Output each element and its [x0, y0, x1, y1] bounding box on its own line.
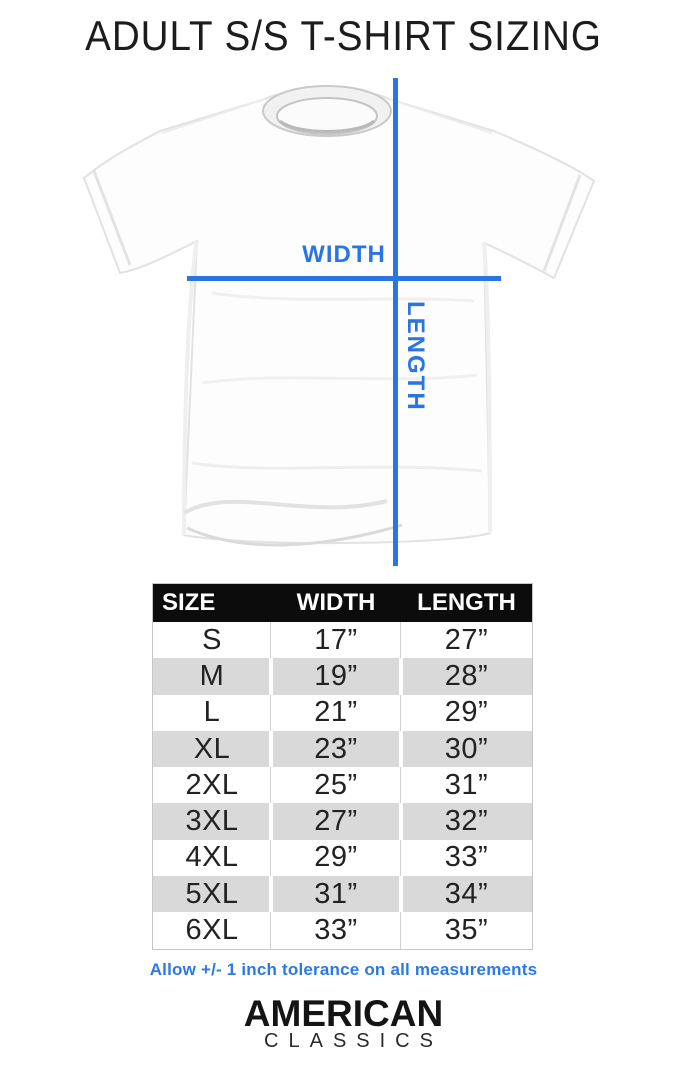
header-length: LENGTH	[417, 589, 516, 616]
tshirt-image	[83, 85, 595, 547]
width-cell: 29”	[271, 840, 401, 876]
width-measure-line	[187, 276, 501, 281]
width-cell: 21”	[271, 695, 401, 731]
brand-name-american: AMERICAN	[243, 993, 444, 1034]
size-cell: 2XL	[153, 767, 271, 803]
length-cell: 34”	[401, 876, 532, 913]
table-row: S 17” 27”	[153, 622, 532, 658]
size-cell: 3XL	[153, 803, 271, 840]
width-cell: 17”	[271, 622, 401, 658]
page-title: ADULT S/S T-SHIRT SIZING	[85, 12, 602, 59]
table-body: S 17” 27” M 19” 28” L 21” 29” XL 23” 30”…	[153, 622, 532, 949]
table-header-row: SIZE WIDTH LENGTH	[153, 584, 532, 622]
table-row: 2XL 25” 31”	[153, 767, 532, 803]
size-cell: M	[153, 658, 271, 695]
size-cell: 6XL	[153, 912, 271, 948]
length-measure-line	[393, 78, 398, 566]
length-cell: 29”	[444, 696, 489, 729]
size-cell: 4XL	[153, 840, 271, 876]
table-row: L 21” 29”	[153, 695, 532, 731]
length-cell: 30”	[401, 730, 532, 768]
size-cell: L	[153, 695, 271, 731]
table-row: 6XL 33” 35”	[153, 912, 532, 948]
header-width: WIDTH	[296, 589, 376, 616]
length-cell: 32”	[401, 803, 532, 840]
size-cell: 5XL	[153, 876, 271, 913]
width-cell: 25”	[271, 767, 401, 803]
brand-name-classics: CLASSICS	[264, 1030, 443, 1052]
table-row: XL 23” 30”	[153, 730, 532, 768]
width-cell: 23”	[271, 730, 401, 768]
width-cell: 19”	[271, 658, 401, 695]
length-cell: 28”	[401, 658, 532, 695]
tolerance-note: Allow +/- 1 inch tolerance on all measur…	[149, 960, 538, 979]
table-row: M 19” 28”	[153, 658, 532, 695]
size-cell: S	[153, 622, 271, 658]
width-cell: 31”	[271, 876, 401, 913]
width-label: WIDTH	[302, 241, 386, 268]
length-label: LENGTH	[402, 301, 429, 412]
size-cell: XL	[153, 730, 271, 768]
header-size: SIZE	[162, 589, 216, 616]
table-row: 5XL 31” 34”	[153, 876, 532, 913]
length-cell: 35”	[444, 914, 489, 947]
width-cell: 33”	[271, 912, 401, 948]
table-row: 3XL 27” 32”	[153, 803, 532, 840]
length-cell: 27”	[444, 623, 489, 656]
table-row: 4XL 29” 33”	[153, 840, 532, 876]
length-cell: 31”	[444, 768, 489, 801]
width-cell: 27”	[271, 803, 401, 840]
size-table: SIZE WIDTH LENGTH S 17” 27” M 19” 28” L …	[152, 583, 533, 950]
length-cell: 33”	[444, 841, 489, 874]
